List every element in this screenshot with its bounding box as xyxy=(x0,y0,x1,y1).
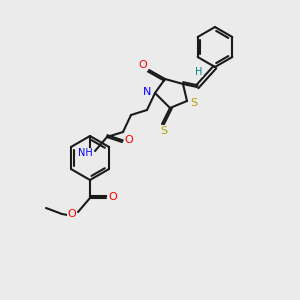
Text: NH: NH xyxy=(78,148,92,158)
Text: H: H xyxy=(195,67,203,77)
Text: O: O xyxy=(139,60,147,70)
Text: S: S xyxy=(190,98,198,108)
Text: S: S xyxy=(160,126,168,136)
Text: O: O xyxy=(68,209,76,219)
Text: O: O xyxy=(124,135,134,145)
Text: O: O xyxy=(109,192,117,202)
Text: N: N xyxy=(143,87,151,97)
